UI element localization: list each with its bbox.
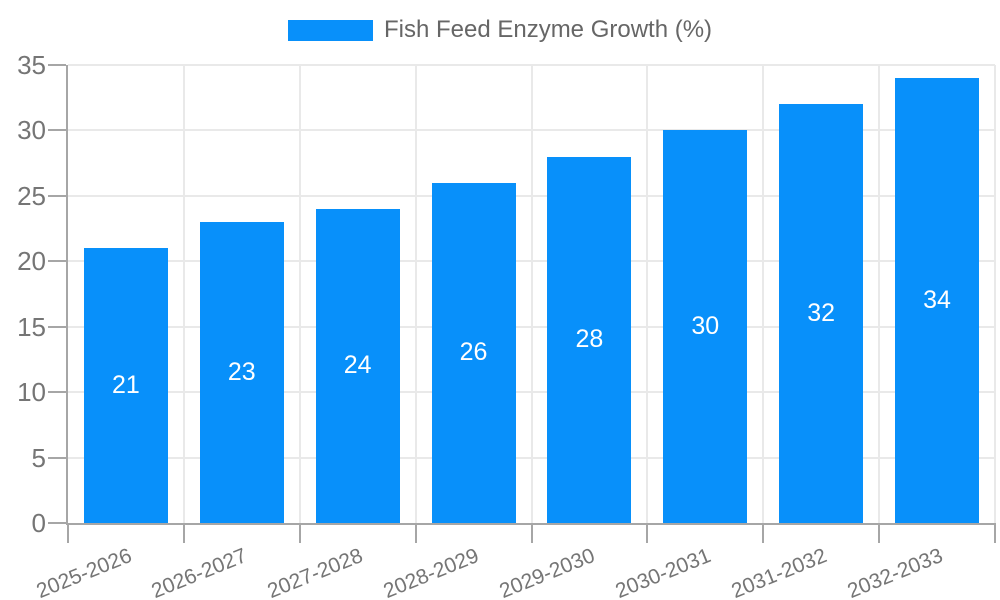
legend-label: Fish Feed Enzyme Growth (%) [383,16,713,43]
y-tick-mark [48,522,66,524]
x-tick-label: 2027-2028 [264,544,367,600]
x-gridline [994,65,996,523]
y-tick-mark [48,129,66,132]
bar-value-label: 21 [112,371,140,400]
x-gridline [762,65,765,523]
x-tick-mark [646,525,649,543]
x-gridline [530,65,533,523]
y-tick-label: 0 [31,508,46,538]
x-tick-mark [182,525,185,543]
bar-value-label: 23 [227,358,256,386]
y-axis-line [66,65,68,525]
x-tick-mark [530,525,533,543]
x-gridline [414,65,417,523]
y-tick-label: 15 [17,311,46,342]
bar[interactable]: 34 [895,78,980,523]
bar[interactable]: 28 [547,156,632,523]
bar-value-label: 34 [923,286,951,315]
y-tick-label: 5 [31,442,46,473]
x-tick-mark [67,525,69,543]
y-tick-mark [48,391,66,394]
bar[interactable]: 30 [663,130,748,523]
x-tick-mark [762,525,765,543]
y-tick-mark [48,325,66,328]
bar[interactable]: 26 [431,182,516,523]
y-tick-mark [48,194,66,197]
y-tick-label: 25 [17,180,46,211]
x-tick-label: 2029-2030 [496,544,599,600]
y-tick-label: 35 [17,50,46,80]
y-tick-mark [48,456,66,459]
y-tick-label: 10 [17,377,46,408]
bar[interactable]: 23 [199,222,284,523]
x-tick-label: 2031-2032 [728,544,830,600]
x-axis-line [66,523,996,525]
bar-value-label: 30 [691,312,720,341]
x-tick-label: 2028-2029 [380,544,483,600]
x-gridline [298,65,301,523]
y-tick-label: 30 [17,115,46,146]
x-tick-mark [878,525,881,543]
y-tick-mark [48,260,66,263]
bar-value-label: 24 [343,351,372,380]
x-tick-label: 2032-2033 [843,544,946,600]
x-tick-mark [994,525,996,543]
bar[interactable]: 24 [315,208,400,523]
bar-value-label: 28 [575,325,604,354]
bar-value-label: 26 [459,338,488,367]
y-tick-label: 20 [17,246,46,277]
x-gridline [182,65,185,523]
x-tick-mark [414,525,417,543]
bar[interactable]: 21 [83,248,168,523]
x-tick-label: 2026-2027 [148,544,251,600]
y-tick-mark [48,64,66,66]
legend-swatch [287,19,373,41]
x-gridline [646,65,649,523]
chart-legend[interactable]: Fish Feed Enzyme Growth (%) [0,16,1000,44]
bar[interactable]: 32 [779,104,864,523]
x-tick-mark [298,525,301,543]
x-gridline [878,65,881,523]
x-tick-label: 2030-2031 [612,544,714,600]
bar-value-label: 32 [807,299,836,328]
x-tick-label: 2025-2026 [32,544,135,600]
